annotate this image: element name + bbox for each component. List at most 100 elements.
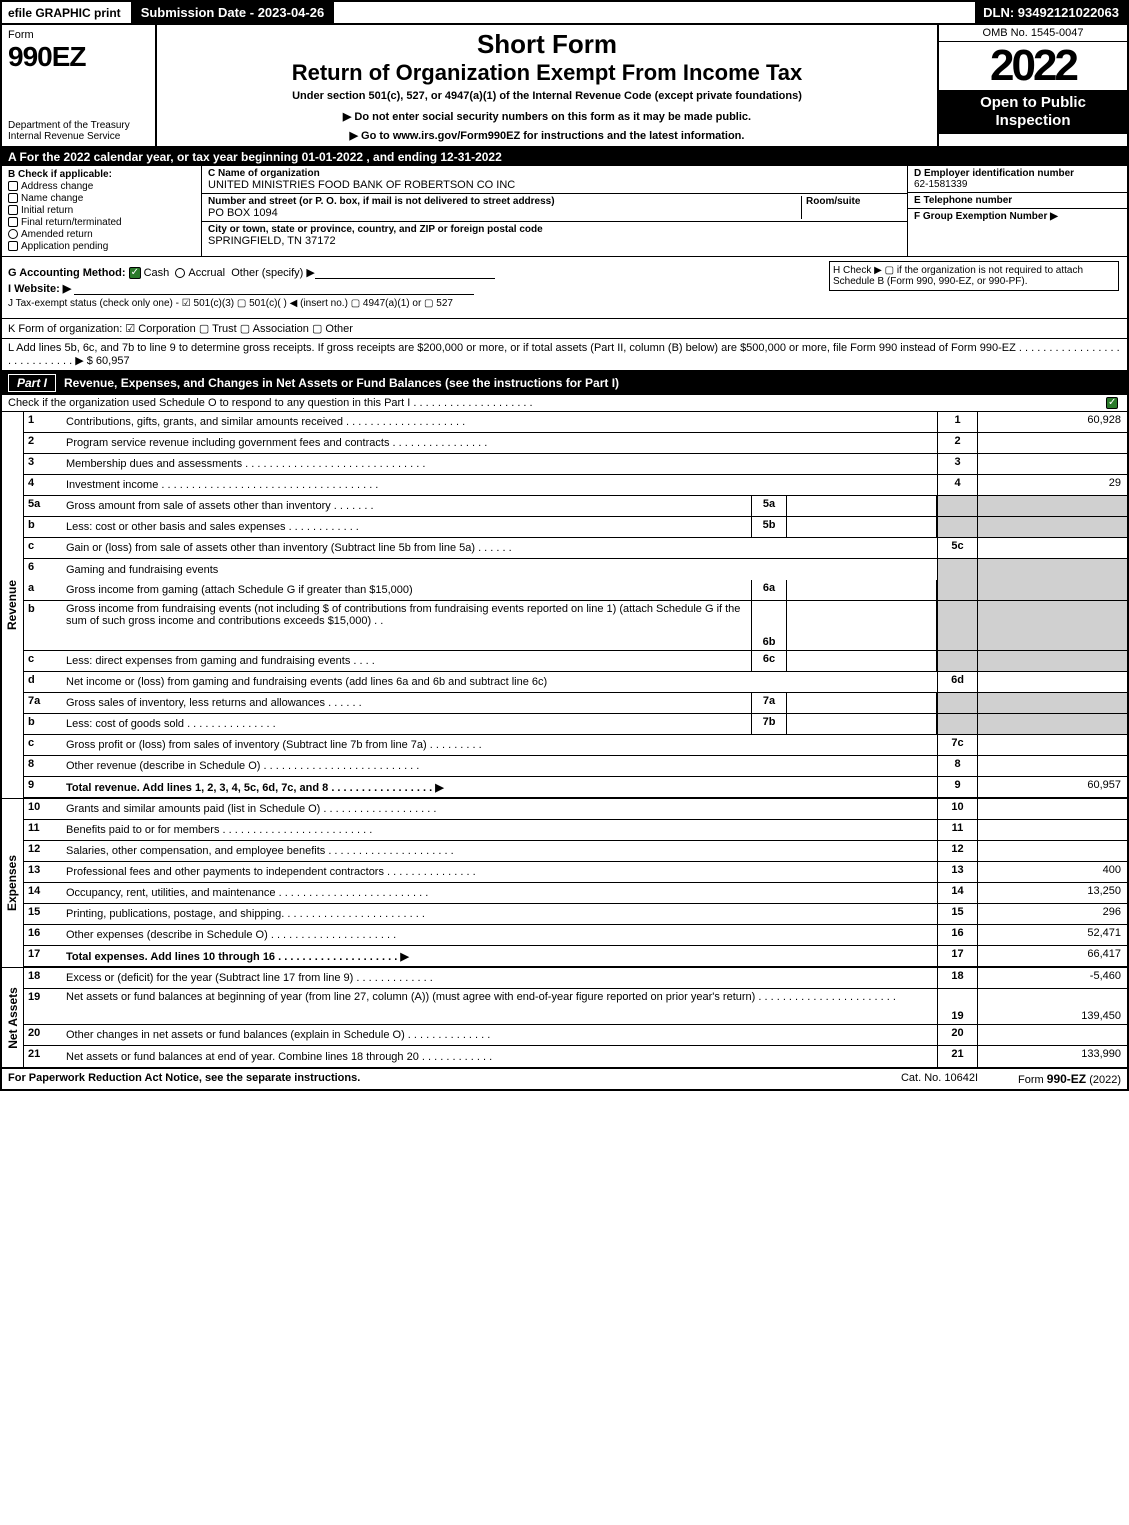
line-6b: bGross income from fundraising events (n… — [24, 601, 1127, 651]
ein-row: D Employer identification number 62-1581… — [908, 166, 1127, 193]
chk-cash[interactable] — [129, 267, 141, 279]
line-13: 13Professional fees and other payments t… — [24, 862, 1127, 883]
form-990ez-page: efile GRAPHIC print Submission Date - 20… — [0, 0, 1129, 1091]
line-6a: aGross income from gaming (attach Schedu… — [24, 580, 1127, 601]
org-name-value: UNITED MINISTRIES FOOD BANK OF ROBERTSON… — [208, 179, 515, 191]
part-i-check-text: Check if the organization used Schedule … — [8, 397, 533, 409]
short-form-title: Short Form — [165, 29, 929, 60]
street-label: Number and street (or P. O. box, if mail… — [208, 196, 801, 207]
chk-application-pending[interactable]: Application pending — [8, 241, 195, 252]
chk-accrual[interactable] — [175, 268, 185, 278]
goto-link[interactable]: ▶ Go to www.irs.gov/Form990EZ for instru… — [165, 129, 929, 142]
section-h: H Check ▶ ▢ if the organization is not r… — [829, 261, 1119, 291]
chk-name-change[interactable]: Name change — [8, 193, 195, 204]
line-2: 2Program service revenue including gover… — [24, 433, 1127, 454]
under-section: Under section 501(c), 527, or 4947(a)(1)… — [165, 90, 929, 102]
g-label: G Accounting Method: — [8, 267, 126, 279]
form-header: Form 990EZ Department of the Treasury In… — [2, 25, 1127, 148]
line-16: 16Other expenses (describe in Schedule O… — [24, 925, 1127, 946]
other-specify: Other (specify) ▶ — [231, 267, 315, 279]
group-exemption-label: F Group Exemption Number ▶ — [914, 211, 1058, 222]
section-k: K Form of organization: ☑ Corporation ▢ … — [2, 318, 1127, 339]
department-label: Department of the Treasury Internal Reve… — [8, 120, 149, 142]
street-value: PO BOX 1094 — [208, 207, 801, 219]
city-value: SPRINGFIELD, TN 37172 — [208, 235, 543, 247]
chk-address-change[interactable]: Address change — [8, 181, 195, 192]
chk-final-return[interactable]: Final return/terminated — [8, 217, 195, 228]
ssn-warning: ▶ Do not enter social security numbers o… — [165, 110, 929, 123]
chk-amended-return[interactable]: Amended return — [8, 229, 195, 240]
chk-initial-return[interactable]: Initial return — [8, 205, 195, 216]
org-name-row: C Name of organization UNITED MINISTRIES… — [202, 166, 907, 194]
phone-row: E Telephone number — [908, 193, 1127, 209]
section-c-org-info: C Name of organization UNITED MINISTRIES… — [202, 166, 907, 256]
ein-label: D Employer identification number — [914, 168, 1074, 179]
tax-exempt-status: J Tax-exempt status (check only one) - ☑… — [8, 298, 1121, 309]
line-11: 11Benefits paid to or for members . . . … — [24, 820, 1127, 841]
line-18: 18Excess or (deficit) for the year (Subt… — [24, 968, 1127, 989]
title-block: Short Form Return of Organization Exempt… — [157, 25, 937, 146]
open-public: Open to Public Inspection — [939, 90, 1127, 134]
part-i-header: Part I Revenue, Expenses, and Changes in… — [2, 371, 1127, 395]
city-label: City or town, state or province, country… — [208, 224, 543, 235]
website-blank[interactable] — [74, 283, 474, 295]
form-label: Form — [8, 29, 149, 41]
line-21: 21Net assets or fund balances at end of … — [24, 1046, 1127, 1067]
line-4: 4Investment income . . . . . . . . . . .… — [24, 475, 1127, 496]
omb-number: OMB No. 1545-0047 — [939, 25, 1127, 42]
form-ref: Form 990-EZ (2022) — [1018, 1072, 1121, 1086]
line-8: 8Other revenue (describe in Schedule O) … — [24, 756, 1127, 777]
other-blank[interactable] — [315, 267, 495, 279]
room-label: Room/suite — [806, 196, 901, 207]
line-6c: cLess: direct expenses from gaming and f… — [24, 651, 1127, 672]
line-14: 14Occupancy, rent, utilities, and mainte… — [24, 883, 1127, 904]
section-b-checkboxes: B Check if applicable: Address change Na… — [2, 166, 202, 256]
line-5c: cGain or (loss) from sale of assets othe… — [24, 538, 1127, 559]
goto-text: ▶ Go to www.irs.gov/Form990EZ for instru… — [350, 130, 745, 142]
total-revenue-text: Total revenue. Add lines 1, 2, 3, 4, 5c,… — [66, 781, 444, 794]
b-header: B Check if applicable: — [8, 169, 112, 180]
part-i-check: Check if the organization used Schedule … — [2, 395, 1127, 412]
line-19: 19Net assets or fund balances at beginni… — [24, 989, 1127, 1025]
line-6d: dNet income or (loss) from gaming and fu… — [24, 672, 1127, 693]
line-5b: bLess: cost or other basis and sales exp… — [24, 517, 1127, 538]
form-number: 990EZ — [8, 41, 149, 73]
row-a-calendar-year: A For the 2022 calendar year, or tax yea… — [2, 148, 1127, 166]
line-17: 17Total expenses. Add lines 10 through 1… — [24, 946, 1127, 967]
dln-number: DLN: 93492121022063 — [975, 2, 1127, 23]
line-1: 1Contributions, gifts, grants, and simil… — [24, 412, 1127, 433]
line-5a: 5aGross amount from sale of assets other… — [24, 496, 1127, 517]
section-l: L Add lines 5b, 6c, and 7b to line 9 to … — [2, 339, 1127, 371]
revenue-sidelabel: Revenue — [2, 412, 24, 798]
return-title: Return of Organization Exempt From Incom… — [165, 60, 929, 86]
part-i-title: Revenue, Expenses, and Changes in Net As… — [64, 376, 619, 390]
section-def: D Employer identification number 62-1581… — [907, 166, 1127, 256]
org-name-label: C Name of organization — [208, 168, 515, 179]
top-bar: efile GRAPHIC print Submission Date - 20… — [2, 2, 1127, 25]
line-7b: bLess: cost of goods sold . . . . . . . … — [24, 714, 1127, 735]
line-15: 15Printing, publications, postage, and s… — [24, 904, 1127, 925]
line-9: 9Total revenue. Add lines 1, 2, 3, 4, 5c… — [24, 777, 1127, 798]
netassets-sidelabel: Net Assets — [2, 968, 24, 1067]
expenses-sidelabel: Expenses — [2, 799, 24, 967]
efile-label: efile GRAPHIC print — [2, 4, 127, 22]
total-expenses-text: Total expenses. Add lines 10 through 16 … — [66, 950, 409, 963]
submission-date: Submission Date - 2023-04-26 — [131, 2, 335, 23]
line-6: 6Gaming and fundraising events — [24, 559, 1127, 580]
chk-schedule-o[interactable] — [1106, 397, 1118, 409]
entity-block: B Check if applicable: Address change Na… — [2, 166, 1127, 257]
line-12: 12Salaries, other compensation, and empl… — [24, 841, 1127, 862]
netassets-section: Net Assets 18Excess or (deficit) for the… — [2, 967, 1127, 1067]
part-i-label: Part I — [8, 374, 56, 392]
line-3: 3Membership dues and assessments . . . .… — [24, 454, 1127, 475]
line-20: 20Other changes in net assets or fund ba… — [24, 1025, 1127, 1046]
expenses-section: Expenses 10Grants and similar amounts pa… — [2, 798, 1127, 967]
line-7c: cGross profit or (loss) from sales of in… — [24, 735, 1127, 756]
form-id-block: Form 990EZ Department of the Treasury In… — [2, 25, 157, 146]
i-label: I Website: ▶ — [8, 283, 71, 295]
street-row: Number and street (or P. O. box, if mail… — [202, 194, 907, 222]
group-exemption-row: F Group Exemption Number ▶ — [908, 209, 1127, 256]
city-row: City or town, state or province, country… — [202, 222, 907, 249]
catalog-number: Cat. No. 10642I — [901, 1072, 978, 1086]
revenue-section: Revenue 1Contributions, gifts, grants, a… — [2, 412, 1127, 798]
